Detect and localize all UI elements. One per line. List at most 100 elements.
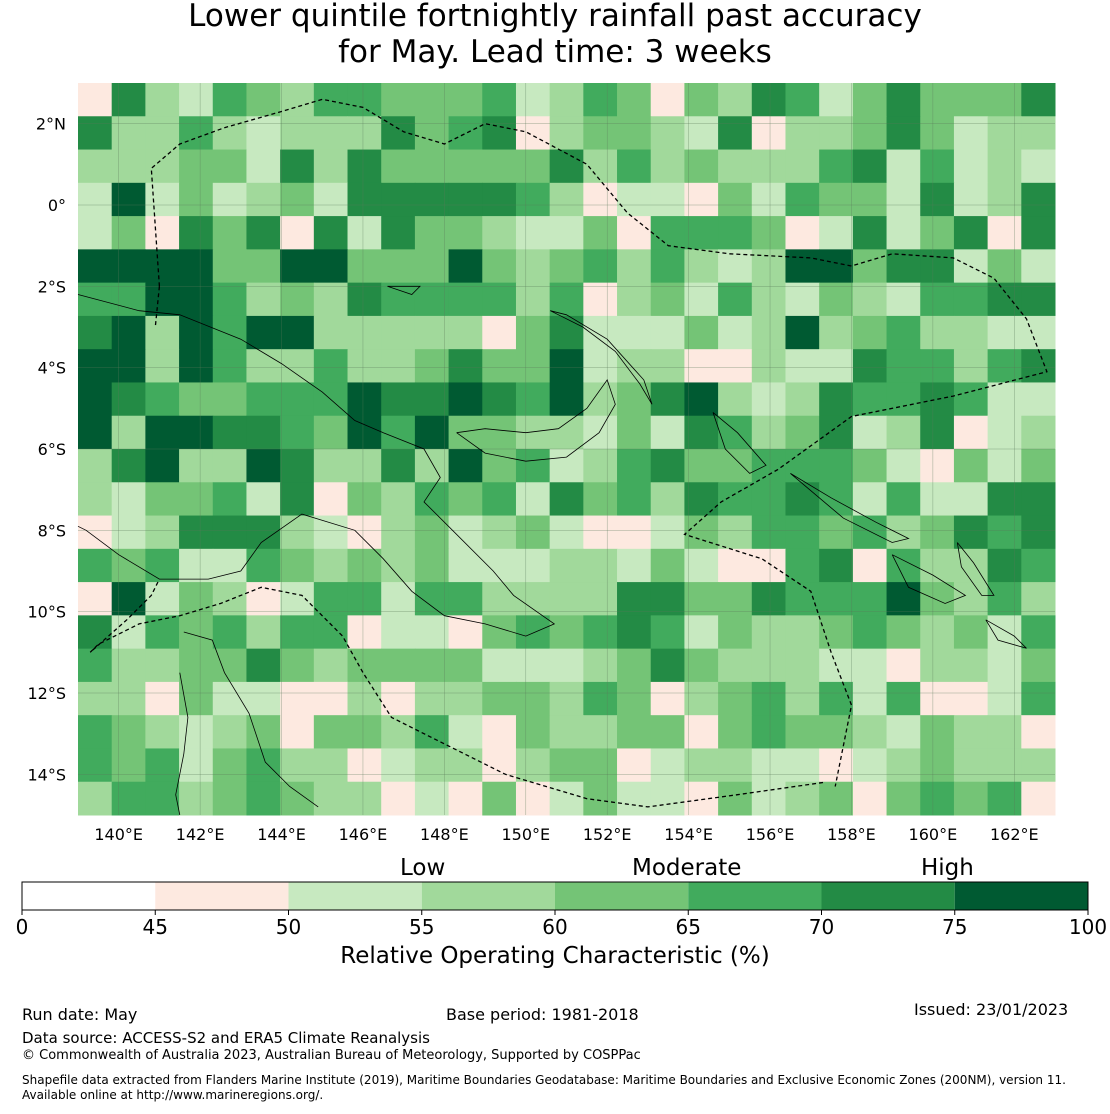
grid-cell: [280, 681, 315, 716]
grid-cell: [953, 415, 989, 450]
grid-cell: [212, 382, 247, 417]
grid-cell: [347, 83, 382, 117]
grid-cell: [751, 482, 786, 517]
grid-cell: [246, 548, 281, 583]
grid-cell: [111, 548, 146, 583]
grid-cell: [280, 648, 315, 683]
grid-cell: [347, 715, 382, 749]
grid-cell: [482, 149, 517, 184]
grid-cell: [381, 582, 416, 616]
map-title: Lower quintile fortnightly rainfall past…: [0, 0, 1110, 70]
issued-date: Issued: 23/01/2023: [914, 1000, 1069, 1019]
grid-cell: [684, 615, 719, 650]
grid-cell: [280, 748, 315, 783]
grid-cell: [381, 83, 416, 117]
grid-cell: [414, 216, 450, 250]
grid-cell: [145, 182, 180, 217]
grid-cell: [1021, 349, 1056, 383]
grid-cell: [381, 282, 416, 317]
grid-cell: [414, 715, 450, 749]
grid-cell: [920, 582, 955, 616]
grid-cell: [1021, 282, 1056, 317]
grid-cell: [111, 349, 146, 383]
grid-cell: [583, 449, 618, 483]
grid-cell: [718, 382, 753, 417]
grid-cell: [886, 315, 921, 350]
grid-cell: [313, 249, 349, 284]
colorbar-segment: [22, 882, 156, 910]
grid-cell: [313, 182, 349, 217]
grid-cell: [414, 382, 450, 417]
grid-cell: [953, 482, 989, 517]
grid-cell: [886, 648, 921, 683]
grid-cell: [78, 216, 113, 250]
colorbar-segment: [688, 882, 822, 910]
grid-cell: [145, 315, 180, 350]
grid-cell: [953, 116, 989, 151]
grid-cell: [414, 415, 450, 450]
grid-cell: [414, 615, 450, 650]
grid-cell: [852, 149, 888, 184]
grid-cell: [111, 415, 146, 450]
grid-cell: [920, 615, 955, 650]
map-title-line1: Lower quintile fortnightly rainfall past…: [188, 0, 922, 34]
grid-cell: [448, 149, 483, 184]
grid-cell: [280, 282, 315, 317]
grid-cell: [145, 83, 180, 117]
grid-cell: [583, 582, 618, 616]
grid-cell: [886, 182, 921, 217]
grid-cell: [650, 249, 685, 284]
grid-cell: [482, 449, 517, 483]
grid-cell: [414, 116, 450, 151]
grid-cell: [886, 116, 921, 151]
grid-cell: [347, 182, 382, 217]
grid-cell: [987, 149, 1022, 184]
grid-cell: [1021, 415, 1056, 450]
grid-cell: [650, 615, 685, 650]
grid-cell: [347, 216, 382, 250]
grid-cell: [617, 116, 652, 151]
grid-cell: [313, 349, 349, 383]
shapefile-credit-line2: Available online at http://www.marinereg…: [22, 1088, 324, 1102]
grid-cell: [819, 349, 854, 383]
grid-cell: [617, 249, 652, 284]
grid-cell: [381, 349, 416, 383]
grid-cell: [1021, 116, 1056, 151]
grid-cell: [145, 781, 180, 816]
grid-cell: [684, 282, 719, 317]
grid-cell: [953, 582, 989, 616]
grid-cell: [448, 548, 483, 583]
grid-cell: [819, 116, 854, 151]
grid-cell: [953, 83, 989, 117]
grid-cell: [246, 315, 281, 350]
grid-cell: [549, 648, 584, 683]
grid-cell: [179, 216, 214, 250]
grid-cell: [212, 315, 247, 350]
grid-cell: [482, 282, 517, 317]
grid-cell: [650, 449, 685, 483]
grid-cell: [886, 216, 921, 250]
grid-cell: [1021, 83, 1056, 117]
grid-cell: [987, 382, 1022, 417]
grid-cell: [852, 282, 888, 317]
grid-cell: [414, 648, 450, 683]
grid-cell: [515, 116, 551, 151]
grid-cell: [111, 282, 146, 317]
grid-cell: [852, 349, 888, 383]
grid-cell: [852, 216, 888, 250]
grid-cell: [313, 449, 349, 483]
grid-cell: [246, 482, 281, 517]
grid-cell: [381, 748, 416, 783]
grid-cell: [347, 548, 382, 583]
grid-cell: [718, 449, 753, 483]
colorbar-title: Relative Operating Characteristic (%): [340, 943, 770, 969]
grid-cell: [414, 582, 450, 616]
grid-cell: [953, 315, 989, 350]
grid-cell: [280, 382, 315, 417]
grid-cell: [179, 349, 214, 383]
grid-cell: [78, 83, 113, 117]
grid-cell: [920, 282, 955, 317]
grid-cell: [280, 116, 315, 151]
grid-cell: [212, 282, 247, 317]
grid-cell: [448, 282, 483, 317]
